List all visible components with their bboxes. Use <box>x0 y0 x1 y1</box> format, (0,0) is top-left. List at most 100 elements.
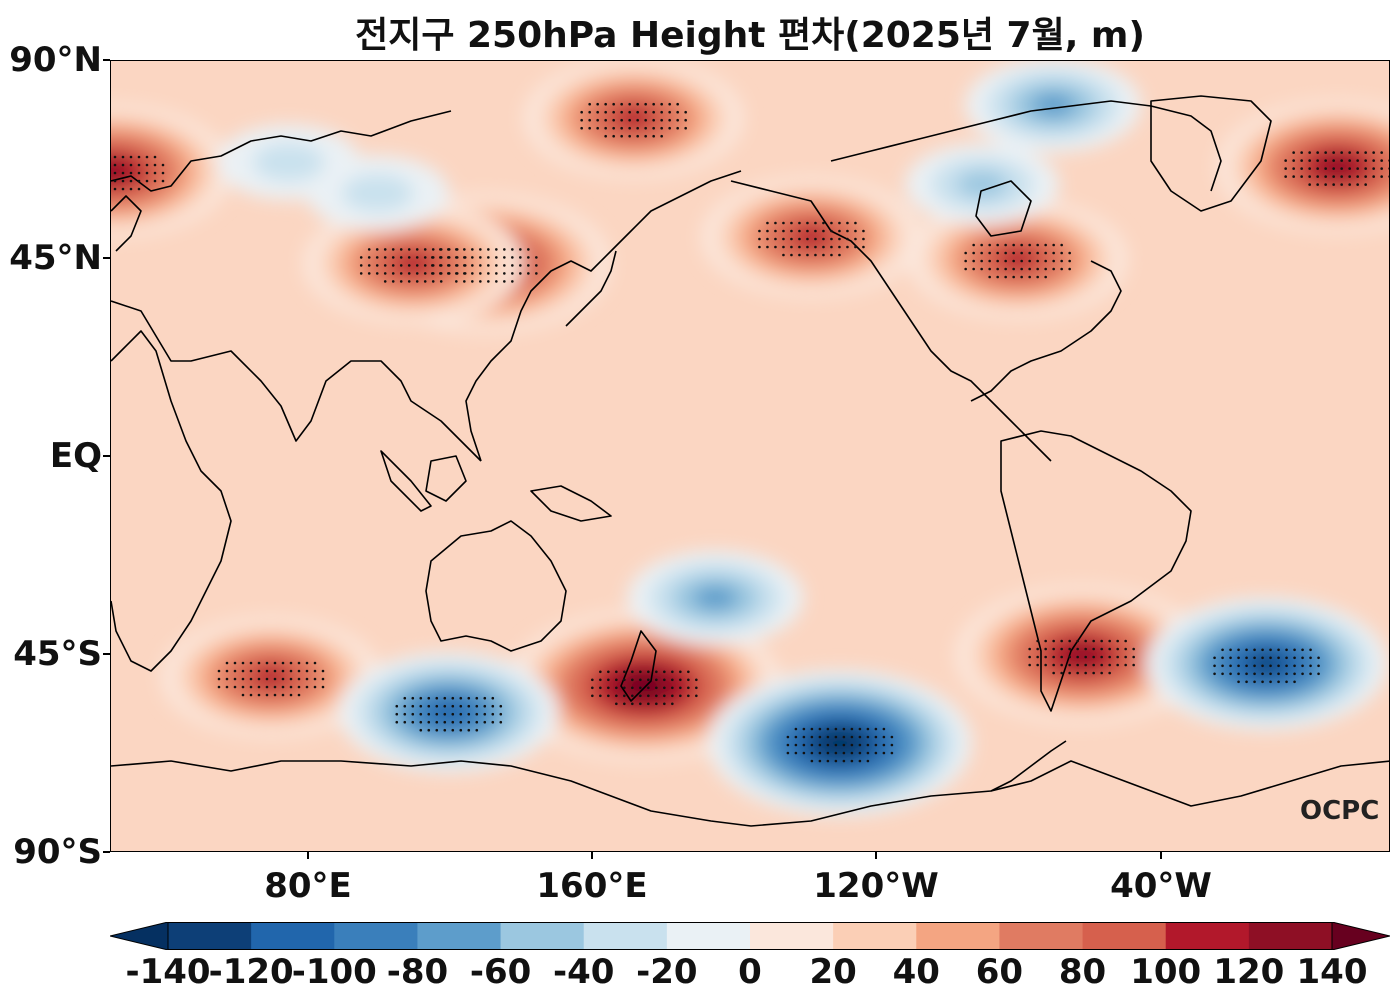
stipple-dot <box>1036 267 1039 271</box>
stipple-dot <box>519 264 522 267</box>
stipple-dot <box>1116 639 1119 643</box>
stipple-dot <box>1269 680 1272 684</box>
stipple-dot <box>964 259 967 263</box>
x-tick-label-120w: 120°W <box>813 866 939 906</box>
stipple-dot <box>257 685 261 689</box>
stipple-dot <box>471 248 474 251</box>
anomaly-contour <box>823 733 857 753</box>
stipple-dot <box>1044 647 1047 651</box>
stipple-dot <box>427 712 431 716</box>
stipple-dot <box>1237 648 1240 652</box>
stipple-dot <box>988 243 991 247</box>
stipple-dot <box>1237 672 1240 676</box>
stipple-dot <box>407 256 411 259</box>
stipple-dot <box>249 669 253 673</box>
stipple-dot <box>794 727 798 731</box>
stipple-dot <box>866 759 870 763</box>
stipple-dot <box>1036 243 1039 247</box>
stipple-dot <box>479 248 482 251</box>
stipple-dot <box>1124 647 1127 651</box>
stipple-dot <box>580 110 583 114</box>
stipple-dot <box>588 118 591 122</box>
stipple-dot <box>652 102 655 106</box>
stipple-dot <box>419 728 423 732</box>
stipple-dot <box>774 237 777 241</box>
stipple-dot <box>604 110 607 114</box>
stipple-dot <box>281 677 285 681</box>
stipple-dot <box>774 221 777 225</box>
stipple-dot <box>790 229 793 233</box>
stipple-dot <box>411 696 415 700</box>
stipple-dot <box>1060 251 1063 255</box>
stipple-dot <box>1284 167 1287 170</box>
stipple-dot <box>1229 672 1232 676</box>
stipple-dot <box>1004 267 1007 271</box>
stipple-dot <box>660 102 663 106</box>
anomaly-contour <box>1031 93 1076 117</box>
colorbar-segment <box>583 922 668 950</box>
stipple-dot <box>1028 655 1031 659</box>
stipple-dot <box>471 264 474 267</box>
stipple-dot <box>607 686 610 690</box>
stipple-dot <box>1245 680 1248 684</box>
stipple-dot <box>996 275 999 279</box>
stipple-dot <box>391 264 395 267</box>
stipple-dot <box>1229 656 1232 660</box>
stipple-dot <box>782 221 785 225</box>
stipple-dot <box>503 256 506 259</box>
stipple-dot <box>129 171 133 175</box>
stipple-dot <box>628 134 631 138</box>
stipple-dot <box>1293 680 1296 684</box>
stipple-dot <box>467 696 471 700</box>
stipple-dot <box>695 694 698 698</box>
stipple-dot <box>1116 663 1119 667</box>
stipple-dot <box>1348 183 1351 186</box>
coastline-east-asia <box>465 170 742 462</box>
stipple-dot <box>850 735 854 739</box>
stipple-dot <box>1068 663 1071 667</box>
stipple-dot <box>802 751 806 755</box>
stipple-dot <box>137 187 141 191</box>
stipple-dot <box>1388 175 1389 178</box>
stipple-dot <box>241 693 245 697</box>
stipple-dot <box>137 171 141 175</box>
stipple-dot <box>1100 671 1103 675</box>
stipple-dot <box>1269 672 1272 676</box>
stipple-dot <box>660 118 663 122</box>
stipple-dot <box>1245 656 1248 660</box>
anomaly-contour <box>999 249 1036 269</box>
stipple-dot <box>599 670 602 674</box>
stipple-dot <box>1285 680 1288 684</box>
stipple-dot <box>499 720 503 724</box>
stipple-dot <box>604 134 607 138</box>
stipple-dot <box>217 669 221 673</box>
stipple-dot <box>471 256 474 259</box>
stipple-dot <box>1068 267 1071 271</box>
stipple-dot <box>1092 647 1095 651</box>
anomaly-contour <box>252 667 290 687</box>
stipple-dot <box>1068 655 1071 659</box>
stipple-dot <box>623 678 626 682</box>
y-tick-label-45s: 45°S <box>13 634 102 674</box>
stipple-dot <box>588 126 591 130</box>
colorbar-tick-label: 60 <box>975 952 1024 992</box>
stipple-dot <box>1221 664 1224 668</box>
stipple-dot <box>1316 151 1319 154</box>
stipple-dot <box>1012 267 1015 271</box>
stipple-dot <box>647 702 650 706</box>
colorbar-tick-label: 140 <box>1296 952 1368 992</box>
stipple-dot <box>826 751 830 755</box>
stipple-dot <box>527 248 530 251</box>
stipple-dot <box>826 759 830 763</box>
stipple-dot <box>467 704 471 708</box>
stipple-dot <box>463 248 466 251</box>
stipple-dot <box>359 264 363 267</box>
stipple-dot <box>1332 183 1335 186</box>
anomaly-contour <box>253 143 325 181</box>
stipple-dot <box>862 245 865 249</box>
stipple-dot <box>1084 647 1087 651</box>
stipple-dot <box>463 280 466 283</box>
stipple-dot <box>1020 259 1023 263</box>
stipple-dot <box>644 110 647 114</box>
colorbar-segment <box>999 922 1084 950</box>
